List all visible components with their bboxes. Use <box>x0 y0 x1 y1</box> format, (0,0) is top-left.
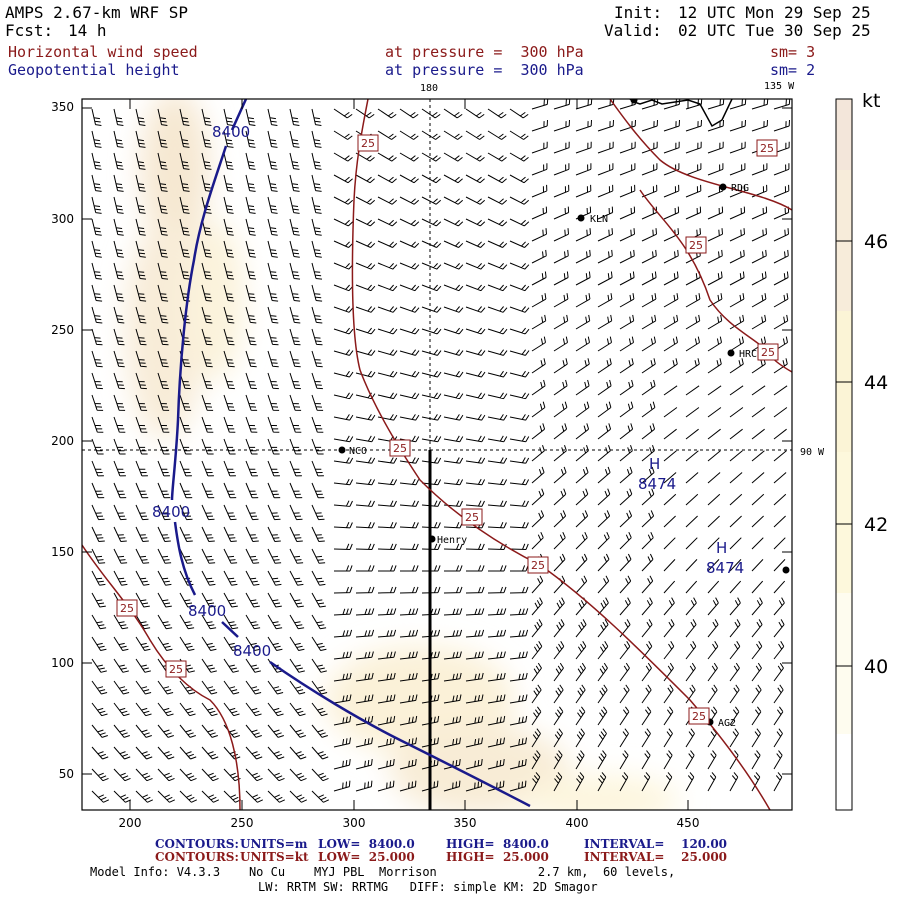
meridian-label-90w: 90 W <box>800 447 825 458</box>
meridian-label-180: 180 <box>420 83 438 94</box>
high-value-1: 8474 <box>638 475 676 493</box>
field-name-geopotential: Geopotential height <box>8 61 180 79</box>
svg-text:25: 25 <box>169 663 183 676</box>
coastline <box>629 99 733 128</box>
colorbar-swatch-6 <box>836 734 852 810</box>
footer-model-info: Model Info: V4.3.3 No Cu MYJ PBL Morriso… <box>90 865 676 879</box>
geopotential-contours <box>170 99 531 808</box>
init-label: Init: <box>614 3 663 22</box>
speed-label-5: 25 <box>389 439 411 457</box>
colorbar: kt 46 44 42 40 <box>835 90 888 811</box>
footer-contours-height-units: UNITS=m <box>240 837 308 851</box>
x-tick-label-400: 400 <box>566 816 589 830</box>
colorbar-label-46: 46 <box>864 231 888 253</box>
speed-label-9: 25 <box>165 660 187 678</box>
speed-label-7: 25 <box>527 556 549 574</box>
footer-contours-height-low: LOW= 8400.0 <box>318 837 415 851</box>
speed-contour-labels: 25 25 25 25 25 25 25 25 25 25 <box>116 134 779 725</box>
speed-label-4: 25 <box>757 343 779 361</box>
init-time: 12 UTC Mon 29 Sep 25 <box>678 3 871 22</box>
model-title: AMPS 2.67-km WRF SP <box>5 3 189 22</box>
axis-ticks <box>82 99 792 810</box>
speed-label-6: 25 <box>461 508 483 526</box>
high-symbol-1: H <box>649 455 660 473</box>
height-label-4: 8400 <box>233 642 271 660</box>
colorbar-swatch-4 <box>836 452 852 593</box>
speed-label-2: 25 <box>756 139 778 157</box>
svg-text:25: 25 <box>531 559 545 572</box>
tick-marks <box>82 99 792 810</box>
height-label-3: 8400 <box>188 602 226 620</box>
y-tick-label-300: 300 <box>51 212 74 226</box>
wind-barb-field <box>91 99 791 803</box>
meridian-label-135w: 135 W <box>764 81 795 92</box>
footer-contours-height-interval: INTERVAL= 120.00 <box>584 837 728 851</box>
forecast-hour: 14 h <box>68 21 107 40</box>
colorbar-label-44: 44 <box>864 372 888 394</box>
station-label-nco: NCO <box>349 446 367 457</box>
field-level-wind-speed: at pressure = 300 hPa <box>385 43 584 61</box>
x-tick-label-250: 250 <box>231 816 254 830</box>
x-tick-label-200: 200 <box>119 816 142 830</box>
footer-contours-height-high: HIGH= 8400.0 <box>446 837 549 851</box>
footer-contours-speed-units: UNITS=kt <box>240 850 309 864</box>
svg-text:25: 25 <box>692 710 706 723</box>
field-smoothing-wind-speed: sm= 3 <box>770 43 816 61</box>
footer-model-info-2: LW: RRTM SW: RRTMG DIFF: simple KM: 2D S… <box>258 880 598 894</box>
valid-label: Valid: <box>604 21 662 40</box>
svg-text:25: 25 <box>689 239 703 252</box>
footer-contours-speed-low: LOW= 25.000 <box>318 850 415 864</box>
field-smoothing-geopotential: sm= 2 <box>770 61 816 79</box>
colorbar-swatch-5 <box>836 593 852 734</box>
svg-text:25: 25 <box>120 602 134 615</box>
y-tick-label-350: 350 <box>51 100 74 114</box>
high-symbol-2: H <box>716 539 727 557</box>
footer-contours-speed-label: CONTOURS: <box>155 850 239 864</box>
station-label-hrc: HRC <box>739 349 757 360</box>
y-tick-label-100: 100 <box>51 656 74 670</box>
footer-contours-height-label: CONTOURS: <box>155 837 239 851</box>
station-label-henry: Henry <box>437 535 467 546</box>
x-tick-label-300: 300 <box>343 816 366 830</box>
valid-time: 02 UTC Tue 30 Sep 25 <box>678 21 871 40</box>
y-tick-label-50: 50 <box>59 767 74 781</box>
footer-contours-speed-interval: INTERVAL= 25.000 <box>584 850 728 864</box>
footer-contours-speed-high: HIGH= 25.000 <box>446 850 549 864</box>
wind-barbs <box>91 99 791 803</box>
height-label-2: 8400 <box>152 503 190 521</box>
y-tick-label-200: 200 <box>51 434 74 448</box>
speed-label-10: 25 <box>688 707 710 725</box>
svg-text:25: 25 <box>361 137 375 150</box>
station-markers <box>338 99 790 726</box>
svg-text:25: 25 <box>761 346 775 359</box>
speed-label-1: 25 <box>357 134 379 152</box>
svg-text:25: 25 <box>760 142 774 155</box>
colorbar-label-42: 42 <box>864 514 888 536</box>
field-name-wind-speed: Horizontal wind speed <box>8 43 198 61</box>
speed-label-3: 25 <box>685 236 707 254</box>
x-tick-label-350: 350 <box>454 816 477 830</box>
svg-text:25: 25 <box>393 442 407 455</box>
speed-label-8: 25 <box>116 599 138 617</box>
y-tick-label-250: 250 <box>51 323 74 337</box>
plot-frame <box>81 98 793 811</box>
y-tick-label-150: 150 <box>51 545 74 559</box>
colorbar-unit: kt <box>862 90 880 112</box>
svg-text:25: 25 <box>465 511 479 524</box>
station-label-ag2: AG2 <box>718 718 736 729</box>
field-level-geopotential: at pressure = 300 hPa <box>385 61 584 79</box>
colorbar-label-40: 40 <box>864 656 888 678</box>
high-value-2: 8474 <box>706 559 744 577</box>
station-label-kln: KLN <box>590 214 608 225</box>
x-tick-label-450: 450 <box>677 816 700 830</box>
height-label-1: 8400 <box>212 123 250 141</box>
station-label-rdg: RDG <box>731 183 749 194</box>
colorbar-swatch-1 <box>836 99 852 170</box>
forecast-label: Fcst: <box>5 21 54 40</box>
